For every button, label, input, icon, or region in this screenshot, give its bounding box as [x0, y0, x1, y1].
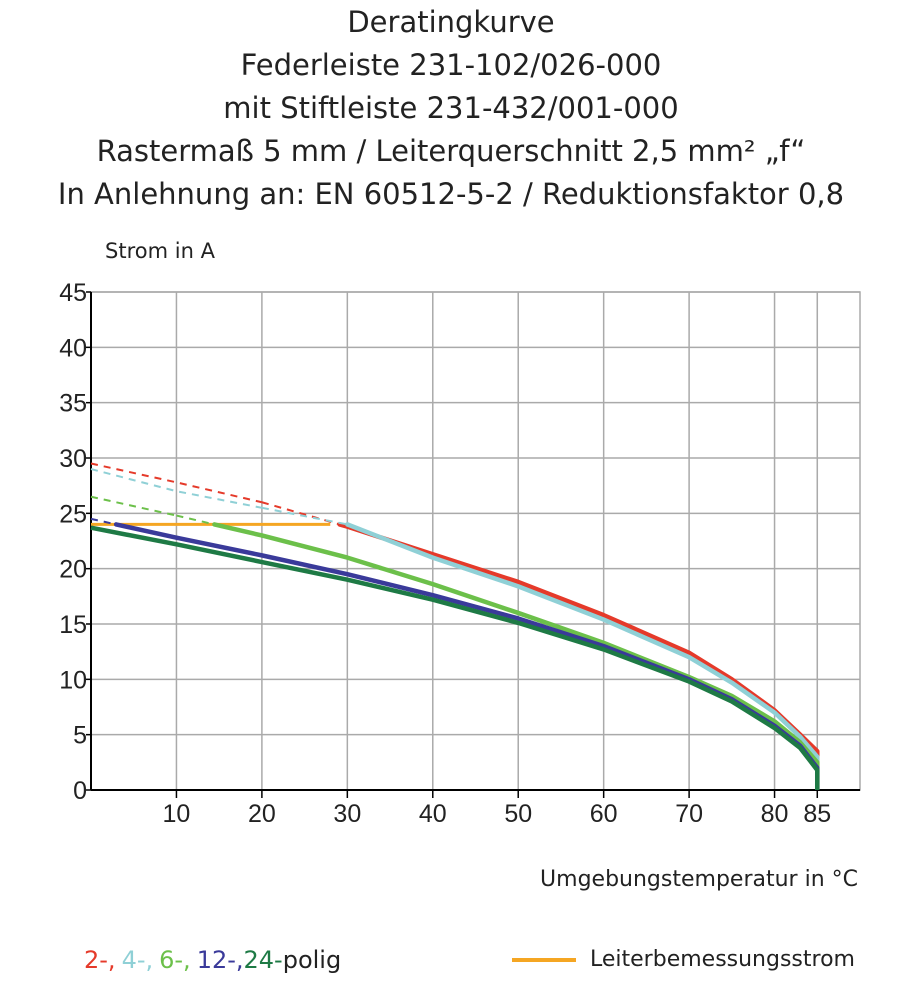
y-tick-label: 40	[59, 334, 87, 362]
x-tick-label: 50	[504, 800, 532, 828]
y-tick-label: 5	[73, 722, 87, 750]
series-connector	[90, 517, 117, 526]
series-connector	[337, 522, 350, 529]
y-tick-label: 35	[59, 390, 87, 418]
chart-title: Rastermaß 5 mm / Leiterquerschnitt 2,5 m…	[97, 134, 806, 168]
legend-label: 12-,	[197, 946, 244, 974]
y-tick-label: 25	[59, 500, 87, 528]
series-line	[346, 524, 820, 790]
legend-label: 2-,	[84, 946, 116, 974]
chart-title: In Anlehnung an: EN 60512-5-2 / Reduktio…	[58, 177, 844, 211]
y-axis-label: Strom in A	[105, 239, 216, 263]
y-tick-label: 0	[73, 777, 87, 805]
plot-frame	[90, 291, 861, 791]
y-tick-label: 10	[59, 666, 87, 694]
series-line	[90, 462, 263, 504]
series-line	[90, 468, 263, 509]
series-connector	[212, 522, 265, 538]
chart-title: Deratingkurve	[347, 5, 554, 39]
chart-title: Federleiste 231-102/026-000	[241, 48, 662, 82]
series-connector	[261, 506, 348, 526]
legend-label: Leiterbemessungsstrom	[590, 947, 855, 972]
y-tick-label: 45	[59, 279, 87, 307]
series-connector	[113, 522, 179, 540]
legend-label: 6-,	[159, 946, 191, 974]
x-tick-label: 20	[248, 800, 276, 828]
x-tick-label: 30	[333, 800, 361, 828]
legend-suffix: polig	[283, 946, 342, 974]
legend: 2-, 4-, 6-, 12-,24-polig	[84, 946, 341, 974]
x-tick-label: 10	[163, 800, 191, 828]
y-tick-label: 30	[59, 445, 87, 473]
y-tick-label: 20	[59, 556, 87, 584]
chart-title: mit Stiftleiste 231-432/001-000	[223, 91, 678, 125]
y-tick-label: 15	[59, 611, 87, 639]
x-tick-label: 40	[419, 800, 447, 828]
series-line	[90, 525, 820, 790]
series-line	[346, 522, 820, 790]
x-tick-label: 70	[675, 800, 703, 828]
x-tick-label: 80	[761, 800, 789, 828]
x-axis-label: Umgebungstemperatur in °C	[540, 867, 858, 892]
x-tick-label: 85	[803, 800, 831, 828]
series-connector	[176, 514, 215, 526]
series-line	[90, 495, 177, 517]
x-tick-label: 60	[590, 800, 618, 828]
legend-label: 24-	[244, 946, 283, 974]
legend-label: 4-,	[122, 946, 154, 974]
